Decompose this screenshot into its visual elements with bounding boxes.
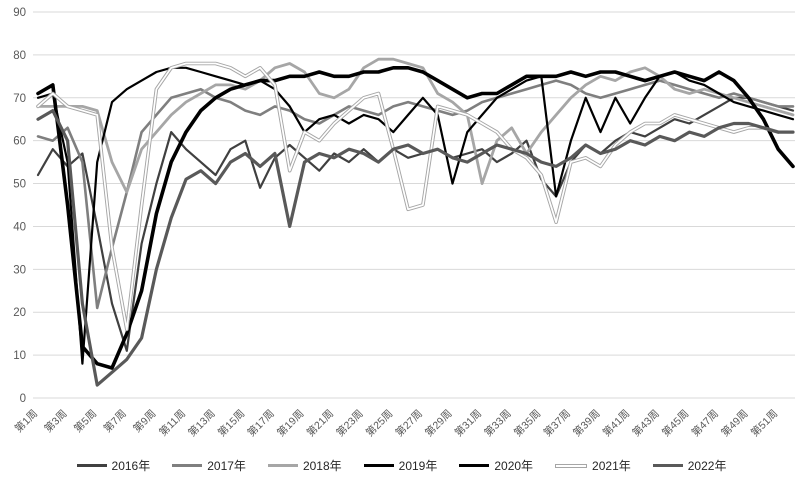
legend-item-2019年: 2019年	[363, 457, 438, 474]
legend-label-2022年: 2022年	[687, 459, 727, 473]
x-tick-label-week-35: 第35周	[511, 407, 543, 439]
x-tick-label-week-7: 第7周	[101, 407, 129, 435]
x-tick-label-week-23: 第23周	[334, 407, 366, 439]
y-tick-label-20: 20	[13, 307, 26, 319]
x-tick-label-week-31: 第31周	[452, 407, 484, 439]
x-tick-label-week-45: 第45周	[659, 407, 691, 439]
legend-label-2016年: 2016年	[111, 459, 151, 473]
y-tick-label-60: 60	[13, 136, 26, 148]
series-line-2019年	[36, 66, 795, 365]
legend-item-2016年: 2016年	[76, 457, 151, 474]
chart-legend: 2016年 2017年 2018年 2019年 2020年 2021年 2022年	[0, 457, 803, 474]
x-tick-label-week-21: 第21周	[304, 407, 336, 439]
y-tick-label-90: 90	[13, 7, 26, 19]
series-line-2022年	[36, 108, 795, 387]
legend-label-2017年: 2017年	[207, 459, 246, 473]
y-tick-label-70: 70	[13, 93, 26, 105]
x-tick-label-week-39: 第39周	[570, 407, 602, 439]
x-tick-label-week-43: 第43周	[630, 407, 662, 439]
series-line-2016年	[36, 96, 795, 352]
y-tick-label-40: 40	[13, 221, 26, 233]
x-tick-label-week-41: 第41周	[600, 407, 632, 439]
legend-swatch-2016年	[76, 464, 107, 467]
x-tick-label-week-9: 第9周	[130, 407, 158, 435]
y-tick-label-50: 50	[13, 179, 26, 191]
series-line-2020年	[36, 66, 795, 370]
legend-label-2018年: 2018年	[302, 459, 342, 473]
x-tick-label-week-25: 第25周	[363, 407, 395, 439]
series-line-inner-2021年	[37, 62, 780, 331]
y-tick-label-30: 30	[13, 264, 26, 276]
y-tick-label-80: 80	[13, 50, 26, 62]
x-tick-label-week-17: 第17周	[245, 407, 277, 439]
legend-swatch-2022年	[652, 463, 683, 468]
legend-label-2019年: 2019年	[398, 459, 438, 473]
x-tick-label-week-37: 第37周	[541, 407, 573, 439]
y-tick-label-0: 0	[20, 393, 26, 405]
x-tick-label-week-27: 第27周	[393, 407, 425, 439]
series-line-2018年	[36, 57, 795, 194]
x-tick-label-week-51: 第51周	[748, 407, 780, 439]
legend-swatch-2018年	[267, 464, 298, 467]
legend-label-2020年: 2020年	[494, 459, 534, 473]
legend-item-2022年: 2022年	[652, 457, 727, 474]
x-tick-label-week-47: 第47周	[689, 407, 721, 439]
legend-item-2018年: 2018年	[267, 457, 342, 474]
x-tick-label-week-49: 第49周	[718, 407, 750, 439]
legend-item-2017年: 2017年	[172, 457, 246, 474]
legend-swatch-2017年	[172, 464, 203, 467]
x-tick-label-week-3: 第3周	[42, 407, 70, 435]
x-tick-label-week-1: 第1周	[12, 407, 40, 435]
legend-item-2020年: 2020年	[459, 457, 533, 474]
legend-swatch-2020年	[459, 463, 490, 468]
x-tick-label-week-15: 第15周	[215, 407, 247, 439]
y-tick-label-10: 10	[13, 350, 26, 362]
legend-label-2021年: 2021年	[592, 459, 631, 473]
x-tick-label-week-11: 第11周	[156, 407, 188, 439]
x-tick-label-week-33: 第33周	[482, 407, 514, 439]
x-tick-label-week-29: 第29周	[422, 407, 454, 439]
x-tick-label-week-5: 第5周	[71, 407, 99, 435]
x-tick-label-week-19: 第19周	[274, 407, 306, 439]
legend-swatch-2019年	[363, 464, 394, 467]
x-tick-label-week-13: 第13周	[185, 407, 217, 439]
legend-swatch-2021年	[555, 463, 588, 468]
legend-item-2021年: 2021年	[555, 457, 631, 474]
